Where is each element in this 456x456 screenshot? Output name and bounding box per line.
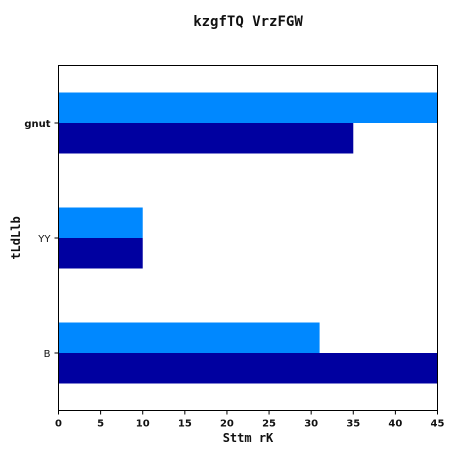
y-tick-label: YY bbox=[37, 234, 51, 245]
bar-YY-series-1 bbox=[58, 207, 143, 238]
x-tick-label: 25 bbox=[262, 419, 276, 430]
y-tick-label: B bbox=[44, 349, 51, 360]
x-tick-label: 0 bbox=[55, 419, 62, 430]
x-tick-label: 20 bbox=[220, 419, 234, 430]
x-tick-label: 30 bbox=[304, 419, 318, 430]
bar-B-series-1 bbox=[58, 322, 320, 353]
y-tick-label: gnut bbox=[24, 119, 50, 130]
chart-title: kzgfTQ VrzFGW bbox=[193, 14, 303, 30]
bar-gnut-series-1 bbox=[58, 92, 438, 123]
x-tick-label: 45 bbox=[431, 419, 445, 430]
x-tick-label: 35 bbox=[346, 419, 360, 430]
bars-layer bbox=[58, 92, 438, 384]
bar-gnut-series-2 bbox=[58, 123, 354, 154]
x-tick-label: 10 bbox=[136, 419, 150, 430]
x-axis-label: Sttm rK bbox=[223, 431, 274, 445]
bar-YY-series-2 bbox=[58, 238, 143, 269]
x-tick-label: 40 bbox=[388, 419, 402, 430]
x-tick-label: 5 bbox=[97, 419, 104, 430]
x-tick-label: 15 bbox=[178, 419, 192, 430]
bar-B-series-2 bbox=[58, 353, 438, 384]
y-axis: gnut YY B bbox=[24, 119, 59, 360]
x-axis: 0 5 10 15 20 25 30 35 40 45 bbox=[55, 410, 445, 430]
y-axis-label: tLdLlb bbox=[9, 216, 23, 259]
